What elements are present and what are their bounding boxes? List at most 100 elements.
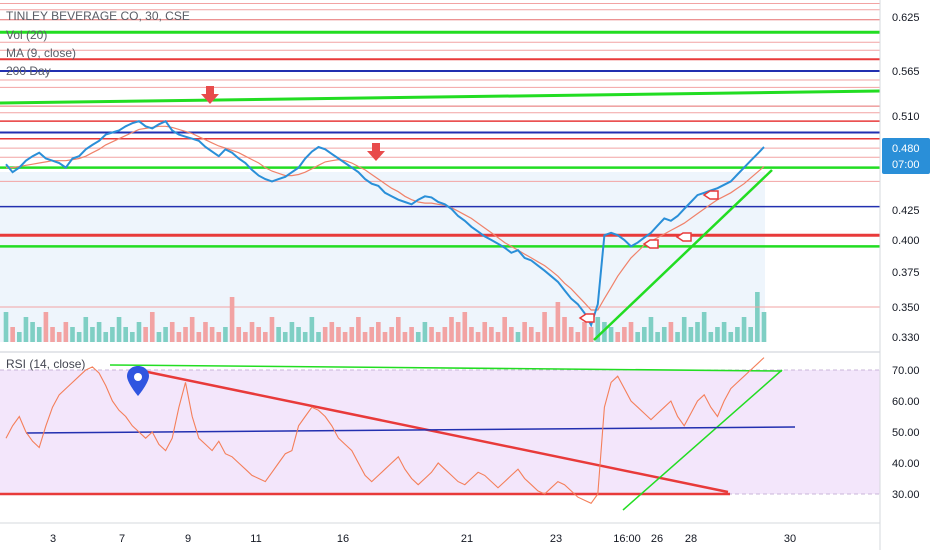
rsi-tick-label: 30.00	[892, 489, 920, 501]
price-tick-label: 0.510	[892, 111, 920, 123]
time-axis[interactable]: 3 7 9 11 16 21 23 16:00 26 28 30	[0, 522, 880, 545]
volume-bar	[489, 327, 494, 342]
volume-bar	[216, 332, 222, 342]
volume-bar	[189, 317, 195, 342]
volume-bar	[755, 292, 760, 342]
volume-bar	[136, 322, 142, 342]
rsi-title[interactable]: RSI (14, close)	[6, 357, 86, 371]
volume-bar	[429, 327, 434, 342]
rsi-tick-labels: 70.00 60.00 50.00 40.00 30.00	[892, 365, 920, 501]
price-line	[5, 119, 765, 328]
indicator-volume[interactable]: Vol (20)	[6, 28, 48, 42]
volume-bar	[123, 327, 128, 342]
rsi-red-trend-line	[137, 368, 729, 494]
main-pane[interactable]	[0, 3, 881, 343]
indicator-200-day[interactable]: 200 Day	[6, 64, 51, 78]
volume-bar	[688, 327, 694, 342]
volume-bar	[655, 332, 660, 342]
rsi-tick-label: 50.00	[892, 427, 920, 439]
volume-bar	[668, 322, 674, 342]
price-tick-label: 0.330	[892, 332, 920, 344]
price-tick-label: 0.350	[892, 302, 920, 314]
volume-bar	[715, 327, 720, 342]
symbol-title[interactable]: TINLEY BEVERAGE CO, 30, CSE	[6, 9, 190, 23]
volume-bar	[356, 317, 361, 342]
indicator-ma[interactable]: MA (9, close)	[6, 46, 77, 60]
volume-bar	[309, 317, 315, 342]
volume-bar	[622, 327, 627, 342]
volume-bar	[648, 317, 654, 342]
volume-bar	[376, 322, 381, 342]
volume-bar	[103, 332, 109, 342]
volume-bar	[741, 317, 747, 342]
countdown-label: 07:00	[892, 159, 920, 171]
volume-bar	[395, 317, 401, 342]
volume-bar	[442, 327, 448, 342]
volume-bar	[10, 327, 15, 342]
volume-bar	[402, 332, 408, 342]
volume-bar	[276, 327, 281, 342]
volume-bar	[342, 332, 348, 342]
volume-bar	[509, 327, 514, 342]
volume-bar	[728, 332, 734, 342]
volume-bar	[535, 332, 541, 342]
volume-bar	[116, 317, 122, 342]
volume-bar	[130, 332, 135, 342]
volume-bar	[30, 322, 35, 342]
rsi-green-trend-line	[622, 369, 783, 511]
rsi-pane[interactable]	[0, 357, 880, 511]
volume-bar	[635, 332, 640, 342]
volume-bar	[209, 327, 215, 342]
volume-bar	[362, 332, 368, 342]
volume-bar	[83, 317, 89, 342]
volume-bar	[548, 327, 554, 342]
volume-bar	[615, 332, 621, 342]
buy-hand-markers	[578, 190, 719, 323]
price-tick-label: 0.400	[892, 235, 920, 247]
volume-bar	[229, 297, 235, 342]
volume-bar	[695, 322, 700, 342]
volume-bar	[575, 332, 581, 342]
volume-bar	[588, 327, 594, 342]
rsi-tick-label: 70.00	[892, 365, 920, 377]
volume-bar	[269, 317, 275, 342]
volume-bar	[455, 322, 461, 342]
volume-bar	[382, 332, 388, 342]
price-axis[interactable]: 0.625 0.565 0.510 0.425 0.400 0.375 0.350 0.330…	[879, 0, 932, 550]
volume-bar	[475, 332, 481, 342]
volume-bar	[110, 327, 115, 342]
volume-bar	[595, 317, 601, 342]
time-tick-label: 26	[651, 533, 663, 545]
volume-bar	[708, 332, 714, 342]
volume-bar	[196, 332, 202, 342]
rsi-line	[5, 357, 765, 504]
volume-bar	[50, 327, 55, 342]
volume-bar	[282, 332, 288, 342]
volume-bar	[462, 312, 468, 342]
volume-bar	[495, 332, 501, 342]
time-tick-label: 9	[185, 533, 191, 545]
volume-bar	[183, 327, 188, 342]
volume-bar	[735, 327, 740, 342]
volume-bar	[522, 322, 527, 342]
last-price-badge	[882, 138, 930, 174]
time-tick-label: 30	[784, 533, 796, 545]
green-trend-line-top	[0, 89, 881, 105]
volume-bar	[163, 327, 168, 342]
volume-bar	[602, 322, 607, 342]
volume-bar	[555, 302, 561, 342]
volume-bar	[256, 327, 261, 342]
volume-bar	[409, 327, 414, 342]
volume-bar	[562, 317, 567, 342]
volume-bar	[143, 327, 148, 342]
price-tick-label: 0.425	[892, 205, 920, 217]
volume-bar	[149, 312, 155, 342]
volume-bar	[236, 327, 242, 342]
volume-bar	[502, 317, 507, 342]
down-arrow-icon	[367, 143, 385, 161]
volume-bar	[63, 322, 69, 342]
rsi-tick-label: 40.00	[892, 458, 920, 470]
volume-bar	[203, 322, 208, 342]
